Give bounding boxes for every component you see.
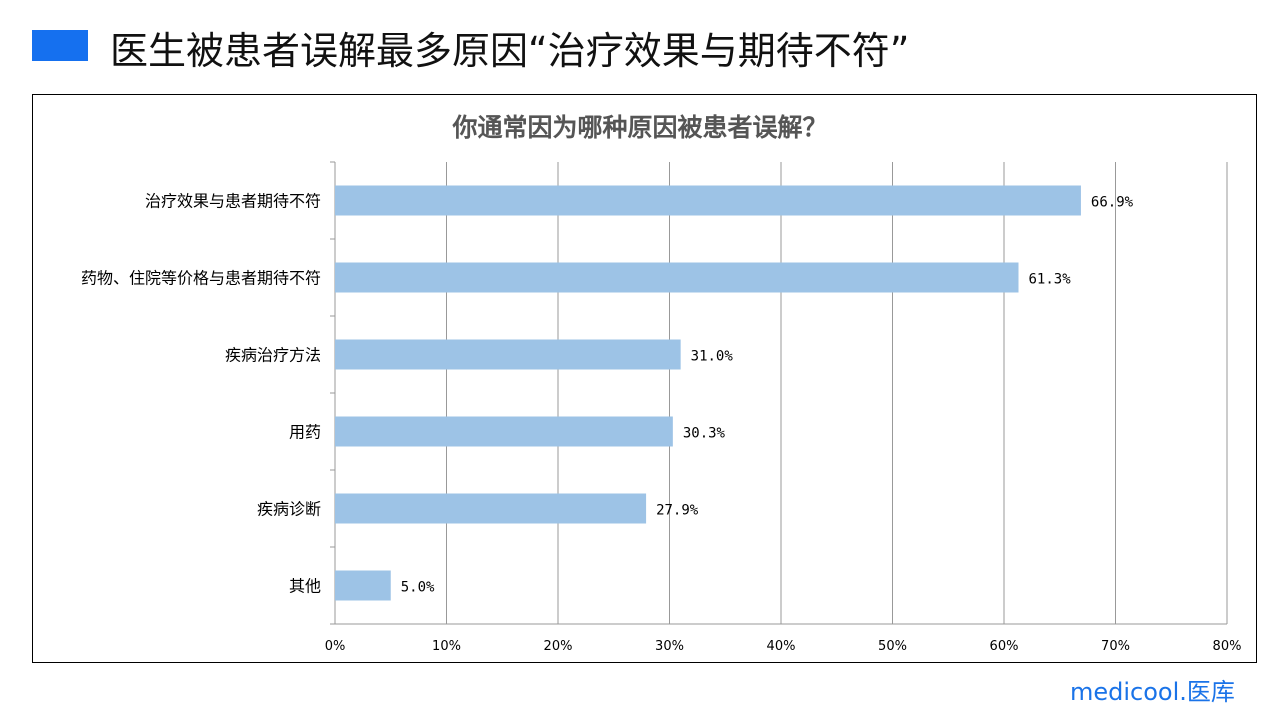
- x-tick-label: 40%: [767, 639, 796, 654]
- chart-frame: [32, 94, 1257, 663]
- page-title: 医生被患者误解最多原因“治疗效果与期待不符”: [110, 29, 910, 73]
- data-label: 5.0%: [401, 580, 435, 596]
- category-label: 疾病诊断: [257, 500, 321, 519]
- medicool-logo: medicool.医库: [1070, 678, 1235, 706]
- header-accent-block: [32, 30, 88, 61]
- data-label: 61.3%: [1028, 272, 1071, 288]
- bar: [335, 262, 1019, 293]
- x-tick-label: 0%: [325, 639, 346, 654]
- x-tick-label: 80%: [1213, 639, 1242, 654]
- x-tick-label: 20%: [544, 639, 573, 654]
- bar: [335, 185, 1081, 216]
- category-label: 治疗效果与患者期待不符: [145, 192, 321, 211]
- x-tick-label: 60%: [990, 639, 1019, 654]
- bar: [335, 339, 681, 370]
- bar: [335, 493, 647, 524]
- x-tick-label: 30%: [655, 639, 684, 654]
- data-label: 31.0%: [691, 349, 734, 365]
- data-label: 27.9%: [656, 503, 699, 519]
- chart-title: 你通常因为哪种原因被患者误解？: [452, 113, 828, 142]
- bar: [335, 570, 391, 601]
- category-label: 药物、住院等价格与患者期待不符: [81, 269, 321, 288]
- bar: [335, 416, 673, 447]
- x-tick-label: 70%: [1101, 639, 1130, 654]
- category-label: 用药: [289, 423, 321, 442]
- data-label: 66.9%: [1091, 195, 1134, 211]
- category-label: 疾病治疗方法: [225, 346, 321, 365]
- x-tick-label: 10%: [432, 639, 461, 654]
- category-label: 其他: [289, 577, 321, 596]
- x-tick-label: 50%: [878, 639, 907, 654]
- data-label: 30.3%: [683, 426, 726, 442]
